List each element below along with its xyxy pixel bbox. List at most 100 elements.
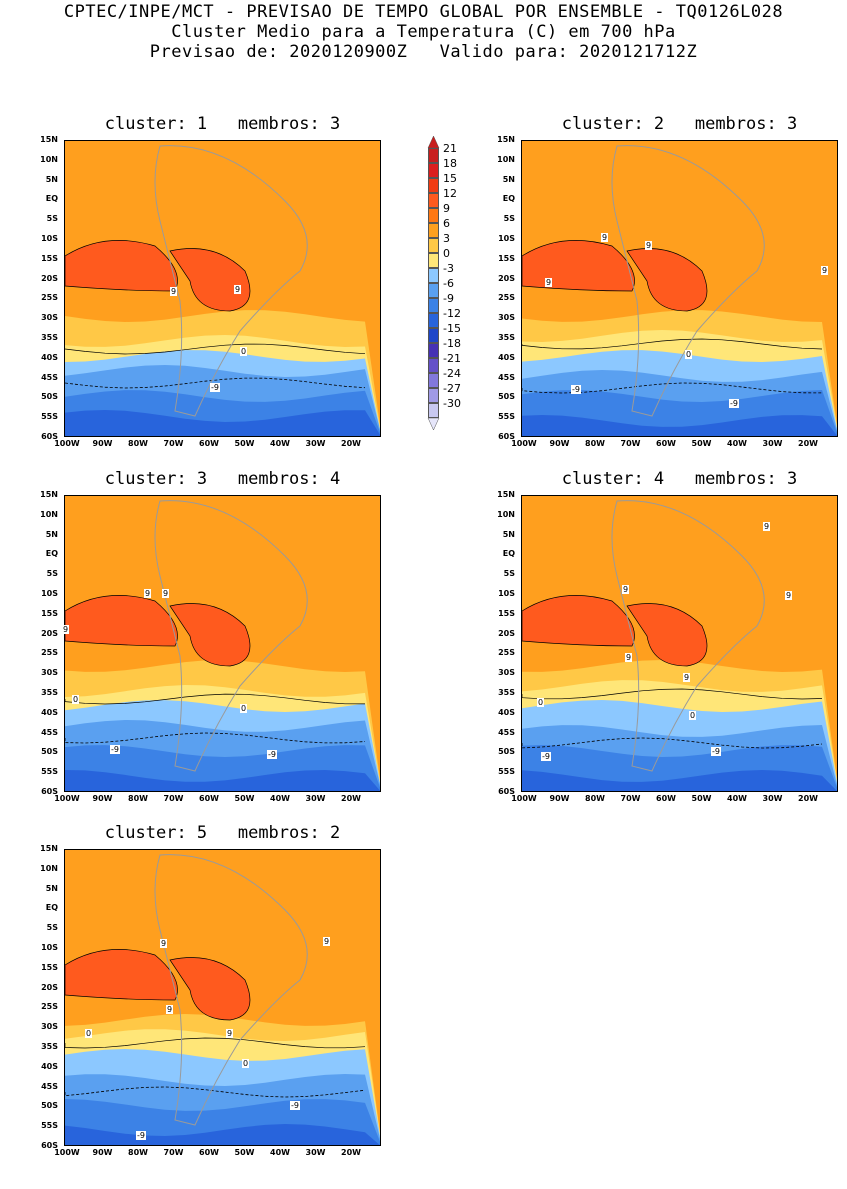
longitude-tick-label: 40W (270, 1148, 290, 1157)
contour-label: 0 (240, 347, 248, 356)
contour-label: 0 (685, 350, 693, 359)
temperature-map (64, 495, 381, 792)
contour-label: 9 (162, 589, 170, 598)
longitude-tick-label: 70W (163, 439, 184, 448)
legend-swatch (428, 298, 439, 313)
longitude-tick-label: 70W (620, 439, 641, 448)
latitude-tick-label: 20S (498, 628, 515, 638)
latitude-tick-label: 25S (498, 648, 515, 658)
latitude-tick-label: 15N (40, 490, 58, 499)
contour-label: 9 (821, 266, 829, 275)
longitude-tick-label: 60W (656, 439, 676, 448)
latitude-tick-label: 15S (41, 253, 58, 263)
latitude-tick-label: EQ (45, 549, 58, 559)
longitude-tick-label: 20W (341, 794, 361, 803)
longitude-tick-label: 20W (798, 794, 818, 803)
latitude-tick-label: 25S (498, 293, 515, 303)
longitude-tick-label: 30W (762, 794, 783, 803)
contour-label: 9 (545, 278, 553, 287)
legend-swatch (428, 388, 439, 403)
longitude-tick-label: 30W (305, 1148, 326, 1157)
legend-label: -12 (443, 307, 461, 320)
contour-label: -9 (290, 1101, 300, 1110)
contour-label: -9 (136, 1131, 146, 1140)
longitude-tick-label: 80W (585, 794, 605, 803)
longitude-tick-label: 40W (270, 794, 290, 803)
longitude-tick-label: 60W (199, 1148, 219, 1157)
map-field (65, 496, 380, 791)
latitude-tick-label: 40S (41, 707, 58, 717)
contour-label: 0 (85, 1029, 93, 1038)
map-panel-cluster-3: cluster: 3 membros: 4 9 9 9 0 0 -9 -9 15… (0, 469, 390, 835)
latitude-tick-label: 30S (41, 313, 58, 323)
latitude-tick-label: 15S (41, 608, 58, 618)
contour-label: -9 (711, 747, 721, 756)
map-field (65, 850, 380, 1145)
panel-title: cluster: 4 membros: 3 (561, 469, 798, 489)
map-field (522, 496, 837, 791)
latitude-tick-label: 50S (498, 392, 515, 402)
longitude-tick-label: 50W (234, 439, 255, 448)
contour-label: 0 (72, 695, 80, 704)
legend-label: -3 (443, 262, 454, 275)
longitude-tick-label: 80W (128, 1148, 148, 1157)
temperature-map (64, 140, 381, 437)
latitude-tick-label: EQ (45, 194, 58, 204)
legend-label: -9 (443, 292, 454, 305)
latitude-tick-label: 55S (41, 1121, 58, 1131)
latitude-tick-label: 15N (40, 135, 58, 144)
map-panel-cluster-2: cluster: 2 membros: 3 9 9 9 9 0 -9 -9 15… (457, 114, 847, 480)
legend-swatch (428, 343, 439, 358)
latitude-tick-label: 20S (498, 273, 515, 283)
latitude-tick-label: EQ (45, 903, 58, 913)
latitude-tick-label: 40S (41, 352, 58, 362)
latitude-tick-label: 5N (502, 174, 515, 184)
latitude-tick-label: 15S (498, 608, 515, 618)
longitude-tick-label: 100W (54, 1148, 80, 1157)
latitude-tick-label: 55S (498, 412, 515, 422)
longitude-tick-label: 20W (798, 439, 818, 448)
temperature-map (521, 140, 838, 437)
header-line-3: Previsao de: 2020120900Z Valido para: 20… (149, 42, 698, 62)
legend-label: -6 (443, 277, 454, 290)
map-panel-cluster-4: cluster: 4 membros: 3 9 9 9 9 9 0 0 -9 -… (457, 469, 847, 835)
legend-label: -24 (443, 367, 461, 380)
legend-swatch (428, 148, 439, 163)
panel-title: cluster: 1 membros: 3 (104, 114, 341, 134)
contour-label: 9 (170, 287, 178, 296)
latitude-tick-label: 55S (498, 767, 515, 777)
latitude-tick-label: 10S (41, 589, 58, 598)
temperature-map (521, 495, 838, 792)
longitude-tick-label: 60W (199, 794, 219, 803)
legend-label: -15 (443, 322, 461, 335)
contour-label: 9 (763, 522, 771, 531)
latitude-tick-label: 10N (497, 154, 515, 164)
longitude-tick-label: 70W (163, 794, 184, 803)
legend-swatch (428, 163, 439, 178)
latitude-tick-label: 25S (41, 1002, 58, 1012)
longitude-tick-label: 50W (234, 1148, 255, 1157)
longitude-tick-label: 90W (549, 439, 570, 448)
legend-label: 9 (443, 202, 450, 215)
latitude-tick-label: 5S (503, 214, 515, 224)
latitude-tick-label: 15N (497, 135, 515, 144)
legend-top-arrow (427, 136, 440, 148)
header-line-1: CPTEC/INPE/MCT - PREVISAO DE TEMPO GLOBA… (63, 2, 784, 22)
longitude-tick-label: 50W (234, 794, 255, 803)
latitude-tick-label: 35S (41, 333, 58, 342)
latitude-tick-label: 55S (41, 412, 58, 422)
legend-swatch (428, 358, 439, 373)
contour-label: 9 (625, 653, 633, 662)
latitude-tick-label: 50S (41, 392, 58, 402)
longitude-tick-label: 90W (92, 794, 113, 803)
contour-label: 0 (689, 711, 697, 720)
latitude-tick-label: 5N (45, 883, 58, 893)
legend-label: 3 (443, 232, 450, 245)
latitude-tick-label: 50S (498, 747, 515, 757)
latitude-tick-label: 60S (41, 787, 58, 796)
latitude-tick-label: 30S (41, 1022, 58, 1032)
map-field (522, 141, 837, 436)
contour-label: 9 (234, 285, 242, 294)
latitude-tick-label: 5S (46, 923, 58, 933)
latitude-tick-label: 45S (498, 727, 515, 737)
